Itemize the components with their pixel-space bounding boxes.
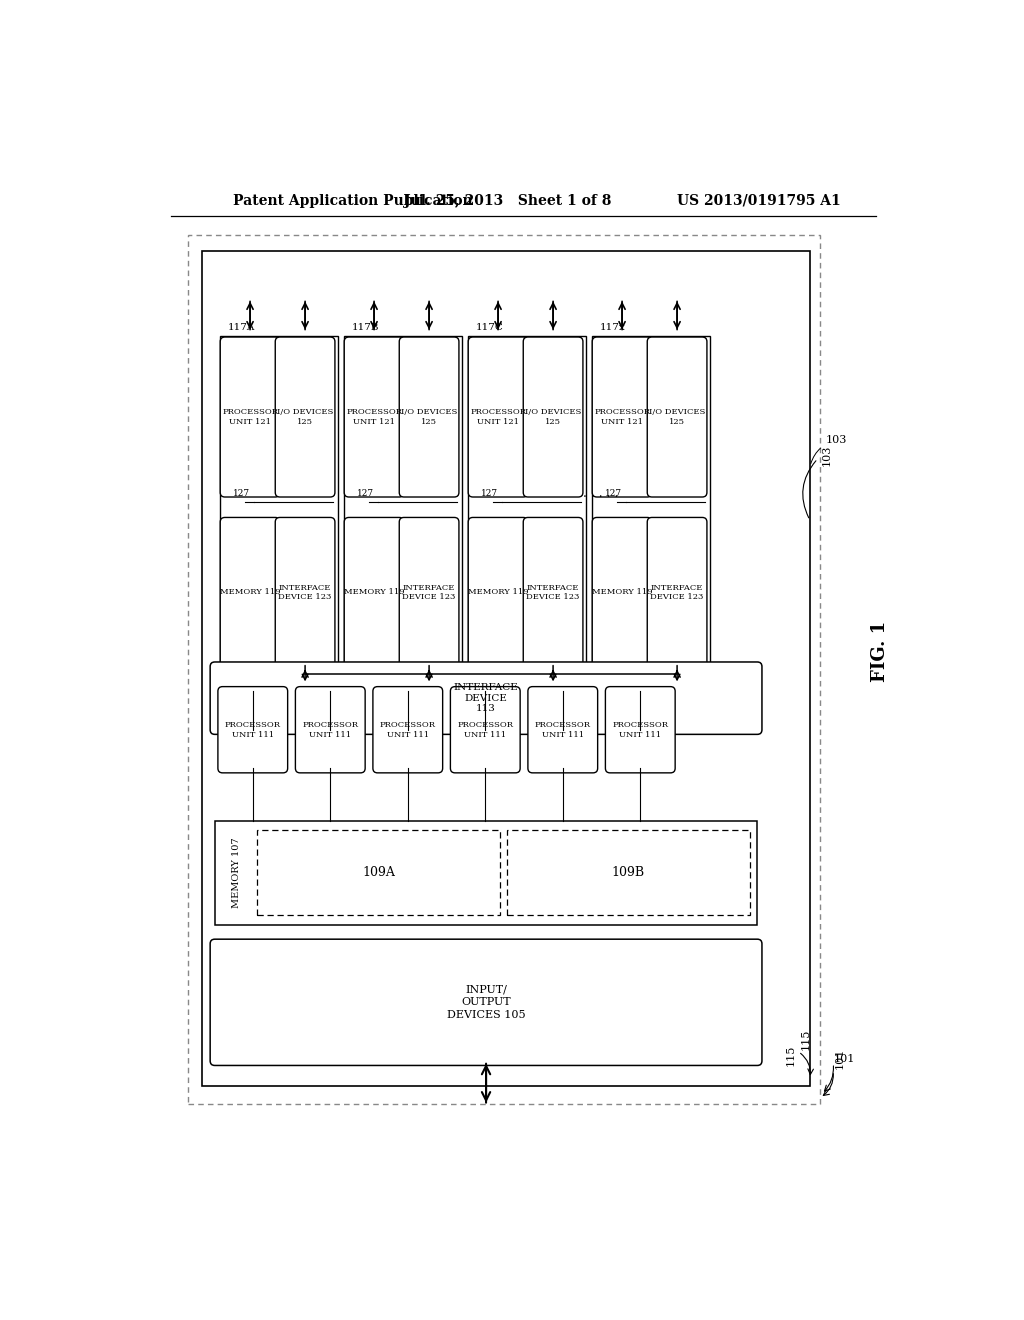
Text: PROCESSOR
UNIT 121: PROCESSOR UNIT 121 bbox=[470, 408, 526, 426]
Text: 127: 127 bbox=[356, 488, 374, 498]
FancyBboxPatch shape bbox=[451, 686, 520, 774]
FancyBboxPatch shape bbox=[220, 337, 280, 498]
FancyBboxPatch shape bbox=[523, 517, 583, 668]
Text: 117x: 117x bbox=[600, 323, 626, 333]
Text: PROCESSOR
UNIT 111: PROCESSOR UNIT 111 bbox=[225, 721, 281, 739]
Text: 101: 101 bbox=[834, 1055, 855, 1064]
Text: INPUT/
OUTPUT
DEVICES 105: INPUT/ OUTPUT DEVICES 105 bbox=[446, 985, 525, 1020]
Text: INTERFACE
DEVICE 123: INTERFACE DEVICE 123 bbox=[279, 583, 332, 602]
Text: · · · · ·: · · · · · bbox=[583, 491, 618, 504]
Text: PROCESSOR
UNIT 121: PROCESSOR UNIT 121 bbox=[222, 408, 279, 426]
FancyBboxPatch shape bbox=[344, 335, 462, 671]
FancyBboxPatch shape bbox=[468, 517, 528, 668]
Text: PROCESSOR
UNIT 111: PROCESSOR UNIT 111 bbox=[535, 721, 591, 739]
FancyBboxPatch shape bbox=[202, 251, 810, 1086]
FancyBboxPatch shape bbox=[344, 337, 403, 498]
Text: INTERFACE
DEVICE 123: INTERFACE DEVICE 123 bbox=[650, 583, 703, 602]
FancyBboxPatch shape bbox=[218, 686, 288, 774]
FancyBboxPatch shape bbox=[468, 337, 528, 498]
Text: MEMORY 119: MEMORY 119 bbox=[468, 589, 528, 597]
FancyBboxPatch shape bbox=[220, 335, 338, 671]
Text: 117B: 117B bbox=[352, 323, 380, 333]
Text: 127: 127 bbox=[480, 488, 498, 498]
FancyBboxPatch shape bbox=[605, 686, 675, 774]
FancyBboxPatch shape bbox=[468, 335, 586, 671]
Text: Patent Application Publication: Patent Application Publication bbox=[232, 194, 472, 207]
FancyBboxPatch shape bbox=[647, 517, 707, 668]
FancyBboxPatch shape bbox=[647, 337, 707, 498]
Text: PROCESSOR
UNIT 111: PROCESSOR UNIT 111 bbox=[458, 721, 513, 739]
FancyBboxPatch shape bbox=[210, 663, 762, 734]
Text: PROCESSOR
UNIT 111: PROCESSOR UNIT 111 bbox=[612, 721, 669, 739]
Text: PROCESSOR
UNIT 111: PROCESSOR UNIT 111 bbox=[302, 721, 358, 739]
Text: MEMORY 107: MEMORY 107 bbox=[232, 837, 241, 908]
FancyBboxPatch shape bbox=[592, 337, 652, 498]
FancyBboxPatch shape bbox=[275, 517, 335, 668]
Text: 115: 115 bbox=[801, 1028, 811, 1051]
Text: MEMORY 119: MEMORY 119 bbox=[592, 589, 652, 597]
Text: Jul. 25, 2013   Sheet 1 of 8: Jul. 25, 2013 Sheet 1 of 8 bbox=[404, 194, 611, 207]
FancyBboxPatch shape bbox=[399, 337, 459, 498]
Text: 117A: 117A bbox=[228, 323, 255, 333]
FancyBboxPatch shape bbox=[275, 337, 335, 498]
Text: INTERFACE
DEVICE 123: INTERFACE DEVICE 123 bbox=[402, 583, 456, 602]
FancyBboxPatch shape bbox=[592, 335, 710, 671]
Text: 115: 115 bbox=[785, 1044, 796, 1067]
Text: 103: 103 bbox=[821, 444, 831, 466]
FancyBboxPatch shape bbox=[399, 517, 459, 668]
Text: I/O DEVICES
125: I/O DEVICES 125 bbox=[525, 408, 582, 426]
Text: FIG. 1: FIG. 1 bbox=[870, 620, 889, 681]
Text: 127: 127 bbox=[604, 488, 622, 498]
Text: PROCESSOR
UNIT 111: PROCESSOR UNIT 111 bbox=[380, 721, 436, 739]
FancyBboxPatch shape bbox=[220, 517, 280, 668]
Text: INTERFACE
DEVICE
113: INTERFACE DEVICE 113 bbox=[454, 684, 518, 713]
Text: I/O DEVICES
125: I/O DEVICES 125 bbox=[276, 408, 333, 426]
FancyBboxPatch shape bbox=[188, 235, 820, 1104]
FancyBboxPatch shape bbox=[373, 686, 442, 774]
Text: MEMORY 119: MEMORY 119 bbox=[344, 589, 404, 597]
Text: 103: 103 bbox=[811, 436, 847, 463]
FancyBboxPatch shape bbox=[215, 821, 758, 924]
FancyBboxPatch shape bbox=[344, 517, 403, 668]
Text: 127: 127 bbox=[232, 488, 250, 498]
Text: PROCESSOR
UNIT 121: PROCESSOR UNIT 121 bbox=[346, 408, 402, 426]
Text: 109B: 109B bbox=[612, 866, 645, 879]
Text: MEMORY 119: MEMORY 119 bbox=[220, 589, 281, 597]
Text: INTERFACE
DEVICE 123: INTERFACE DEVICE 123 bbox=[526, 583, 580, 602]
FancyBboxPatch shape bbox=[523, 337, 583, 498]
Text: 101: 101 bbox=[835, 1047, 845, 1069]
Text: PROCESSOR
UNIT 121: PROCESSOR UNIT 121 bbox=[594, 408, 650, 426]
FancyBboxPatch shape bbox=[295, 686, 366, 774]
Text: I/O DEVICES
125: I/O DEVICES 125 bbox=[649, 408, 706, 426]
Text: 109A: 109A bbox=[362, 866, 395, 879]
Text: I/O DEVICES
125: I/O DEVICES 125 bbox=[401, 408, 458, 426]
FancyBboxPatch shape bbox=[507, 830, 750, 915]
Text: 117C: 117C bbox=[476, 323, 504, 333]
Text: US 2013/0191795 A1: US 2013/0191795 A1 bbox=[677, 194, 841, 207]
FancyBboxPatch shape bbox=[210, 940, 762, 1065]
FancyBboxPatch shape bbox=[257, 830, 500, 915]
FancyBboxPatch shape bbox=[592, 517, 652, 668]
FancyBboxPatch shape bbox=[528, 686, 598, 774]
